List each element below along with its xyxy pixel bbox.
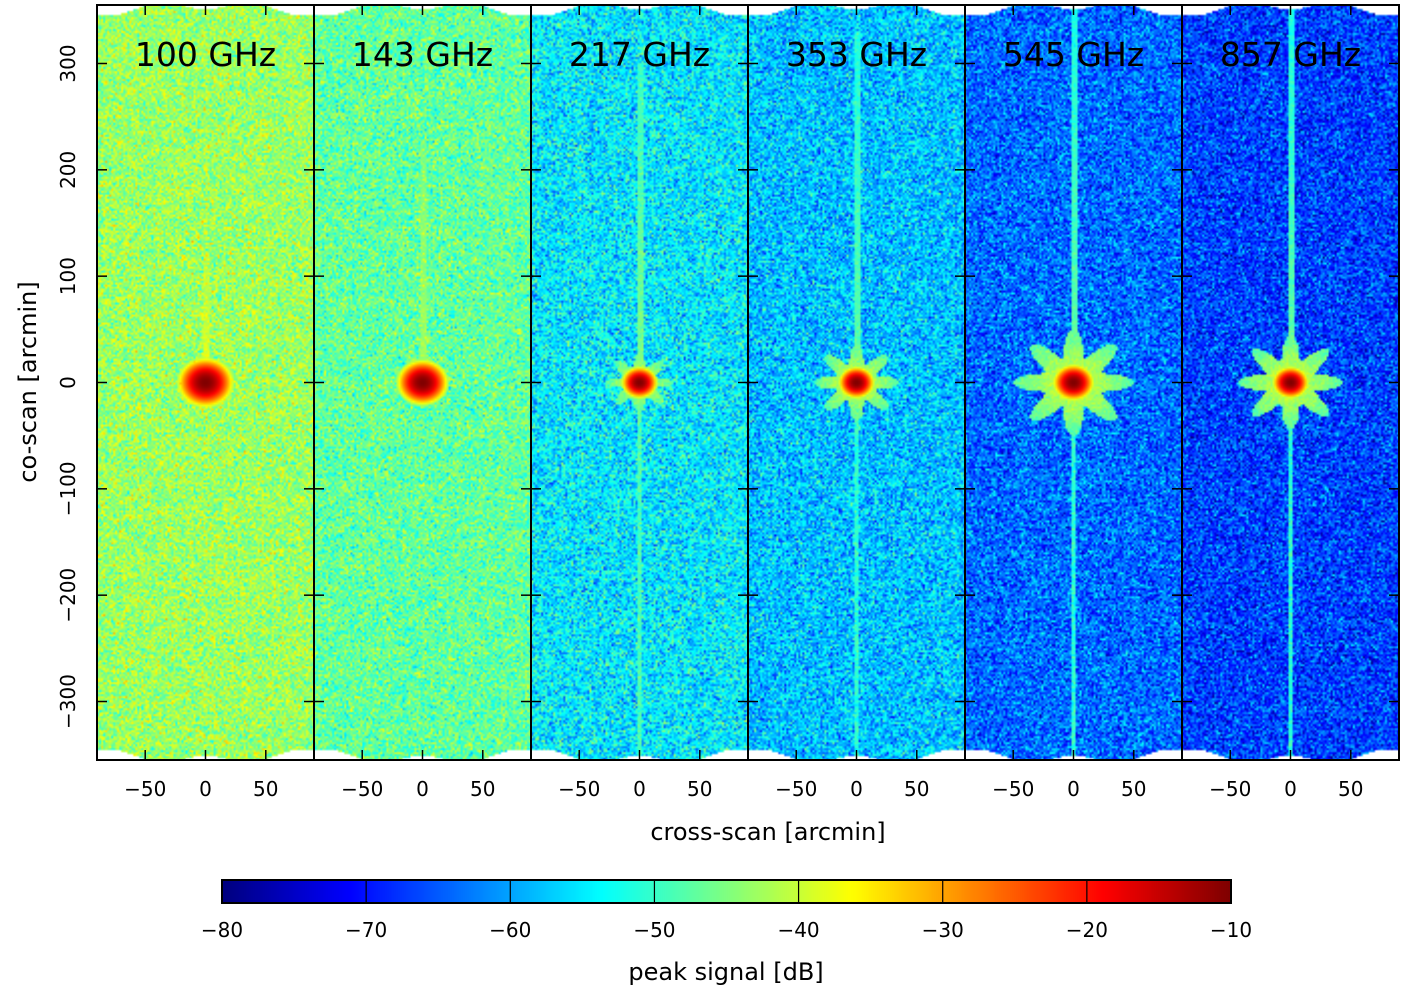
panel-title: 143 GHz [352, 35, 493, 74]
x-tick-label: −50 [775, 777, 817, 801]
x-tick-label: −50 [992, 777, 1034, 801]
y-tick-label: −300 [56, 674, 80, 729]
colorbar-tick-label: −30 [922, 918, 964, 942]
panel-6: 857 GHz −50 0 50 [1181, 4, 1400, 801]
x-tick-label: 50 [1338, 777, 1363, 801]
colorbar-tick-label: −20 [1066, 918, 1108, 942]
x-tick-label: 50 [253, 777, 278, 801]
x-tick-label: 0 [1067, 777, 1080, 801]
heatmap-image [531, 5, 748, 760]
panel-5: 545 GHz −50 0 50 [964, 4, 1183, 801]
y-axis-label: co-scan [arcmin] [14, 281, 42, 482]
heatmap-image [97, 5, 314, 760]
colorbar-tick-label: −10 [1210, 918, 1252, 942]
panel-title: 545 GHz [1003, 35, 1144, 74]
panel-title: 857 GHz [1220, 35, 1361, 74]
heatmap-image [748, 5, 965, 760]
y-tick-label: 200 [56, 151, 80, 189]
x-tick-label: 50 [904, 777, 929, 801]
x-tick-label: −50 [558, 777, 600, 801]
y-tick-label: −200 [56, 568, 80, 623]
panel-4: 353 GHz −50 0 50 [747, 4, 966, 801]
heatmap-image [314, 5, 531, 760]
y-tick-label: 300 [56, 44, 80, 82]
panel-title: 217 GHz [569, 35, 710, 74]
colorbar-tick-label: −80 [201, 918, 243, 942]
colorbar: −80 −70 −60 −50 −40 −30 −20 −10 [201, 879, 1252, 942]
panel-1: 100 GHz −50 0 50 [96, 4, 315, 801]
x-tick-label: 0 [850, 777, 863, 801]
x-tick-label: 0 [416, 777, 429, 801]
y-tick-label: 100 [56, 257, 80, 295]
heatmap-image [1182, 5, 1399, 760]
x-tick-label: 0 [1284, 777, 1297, 801]
colorbar-tick-label: −50 [633, 918, 675, 942]
x-tick-label: −50 [124, 777, 166, 801]
y-tick-label: −100 [56, 461, 80, 516]
x-tick-label: 0 [199, 777, 212, 801]
panel-2: 143 GHz −50 0 50 [313, 4, 532, 801]
panel-title: 353 GHz [786, 35, 927, 74]
x-tick-label: 50 [470, 777, 495, 801]
colorbar-tick-label: −40 [777, 918, 819, 942]
colorbar-gradient [222, 880, 1231, 903]
x-tick-label: −50 [1209, 777, 1251, 801]
colorbar-tick-label: −60 [489, 918, 531, 942]
x-axis-label: cross-scan [arcmin] [650, 818, 885, 846]
colorbar-tick-label: −70 [345, 918, 387, 942]
colorbar-label: peak signal [dB] [628, 958, 823, 986]
x-tick-label: 50 [1121, 777, 1146, 801]
heatmap-image [965, 5, 1182, 760]
panel-title: 100 GHz [135, 35, 276, 74]
panel-3: 217 GHz −50 0 50 [530, 4, 749, 801]
y-tick-label: 0 [56, 376, 80, 389]
x-tick-label: 50 [687, 777, 712, 801]
x-tick-label: 0 [633, 777, 646, 801]
x-tick-label: −50 [341, 777, 383, 801]
